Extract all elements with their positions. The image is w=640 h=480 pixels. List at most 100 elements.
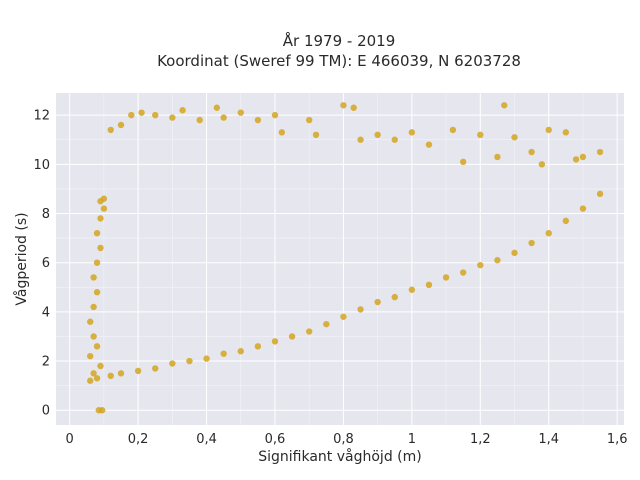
- chart-title-line-1: År 1979 - 2019: [283, 31, 396, 50]
- data-point: [596, 190, 604, 198]
- data-point: [579, 205, 587, 212]
- data-point: [87, 377, 94, 384]
- data-point: [477, 261, 484, 269]
- data-point: [93, 229, 101, 237]
- data-point: [494, 257, 501, 264]
- data-point: [271, 338, 279, 345]
- data-point: [545, 229, 552, 237]
- data-point: [408, 129, 416, 136]
- data-point: [579, 153, 587, 161]
- y-tick-label: 4: [42, 305, 50, 320]
- data-point: [408, 286, 416, 293]
- x-tick-label: 0,4: [196, 432, 217, 447]
- x-tick-label: 1,2: [470, 432, 491, 447]
- data-point: [90, 370, 97, 377]
- data-point: [340, 102, 347, 109]
- data-point: [169, 114, 176, 121]
- data-point: [220, 114, 227, 121]
- data-point: [107, 126, 114, 134]
- x-tick-label: 1,4: [538, 432, 559, 447]
- grid: [56, 93, 624, 425]
- data-point: [97, 362, 104, 370]
- data-point: [442, 274, 450, 281]
- data-point: [87, 318, 94, 325]
- plot-area: [56, 93, 624, 425]
- data-point: [196, 116, 203, 124]
- data-point: [90, 274, 97, 281]
- data-point: [340, 313, 347, 320]
- data-point: [152, 111, 159, 119]
- data-point: [93, 375, 101, 382]
- data-point: [93, 343, 101, 350]
- data-point: [545, 126, 552, 134]
- data-point: [100, 205, 108, 212]
- data-point: [596, 148, 604, 156]
- x-tick-label: 1,6: [607, 432, 628, 447]
- data-point: [97, 244, 104, 252]
- data-point: [459, 158, 467, 166]
- data-point: [93, 289, 101, 296]
- data-point: [477, 131, 484, 139]
- data-point: [572, 156, 580, 163]
- x-axis-label: Signifikant våghöjd (m): [258, 448, 421, 465]
- y-axis-ticks: 0 2 4 6 8 10 12: [33, 109, 50, 419]
- data-point: [179, 107, 186, 114]
- data-point: [117, 370, 125, 377]
- x-tick-label: 0,8: [333, 432, 354, 447]
- data-point: [562, 217, 570, 225]
- x-tick-label: 0: [66, 432, 74, 447]
- data-point: [374, 131, 381, 139]
- y-tick-label: 8: [42, 207, 50, 222]
- y-tick-label: 12: [33, 109, 50, 124]
- data-point: [425, 141, 433, 148]
- data-point: [254, 343, 262, 350]
- data-point: [306, 116, 313, 124]
- data-point: [90, 303, 97, 311]
- x-tick-label: 0,2: [128, 432, 149, 447]
- data-point: [374, 298, 381, 306]
- data-point: [494, 153, 501, 161]
- data-point: [169, 360, 176, 367]
- data-point: [100, 195, 108, 202]
- data-point: [278, 129, 286, 136]
- data-point: [254, 116, 262, 124]
- data-point: [425, 281, 433, 289]
- scatter-points: [87, 102, 604, 414]
- data-point: [538, 161, 546, 168]
- data-point: [323, 320, 330, 328]
- data-point: [93, 259, 101, 266]
- data-point: [306, 328, 313, 335]
- data-point: [562, 129, 570, 136]
- data-point: [138, 109, 145, 116]
- data-point: [288, 333, 296, 340]
- data-point: [271, 111, 279, 119]
- data-point: [237, 109, 244, 116]
- data-point: [152, 365, 159, 372]
- data-point: [391, 136, 398, 143]
- data-point: [134, 367, 142, 375]
- data-point: [203, 355, 210, 362]
- data-point: [528, 239, 535, 247]
- data-point: [97, 215, 104, 222]
- y-axis-label: Vågperiod (s): [13, 212, 30, 305]
- data-point: [117, 121, 125, 129]
- y-tick-label: 2: [42, 355, 50, 370]
- data-point: [511, 249, 518, 257]
- data-point: [459, 269, 467, 276]
- data-point: [237, 348, 244, 355]
- data-point: [350, 104, 357, 111]
- data-point: [528, 148, 535, 156]
- data-point: [220, 350, 227, 357]
- y-tick-label: 0: [42, 404, 50, 419]
- data-point: [186, 357, 193, 365]
- data-point: [213, 104, 221, 111]
- data-point: [312, 131, 320, 139]
- data-point: [107, 372, 114, 380]
- x-axis-ticks: 0 0,2 0,4 0,6 0,8 1 1,2 1,4 1,6: [66, 432, 628, 447]
- data-point: [87, 352, 94, 360]
- data-point: [501, 102, 508, 109]
- x-tick-label: 1: [408, 432, 416, 447]
- data-point: [357, 306, 364, 313]
- data-point: [90, 333, 97, 340]
